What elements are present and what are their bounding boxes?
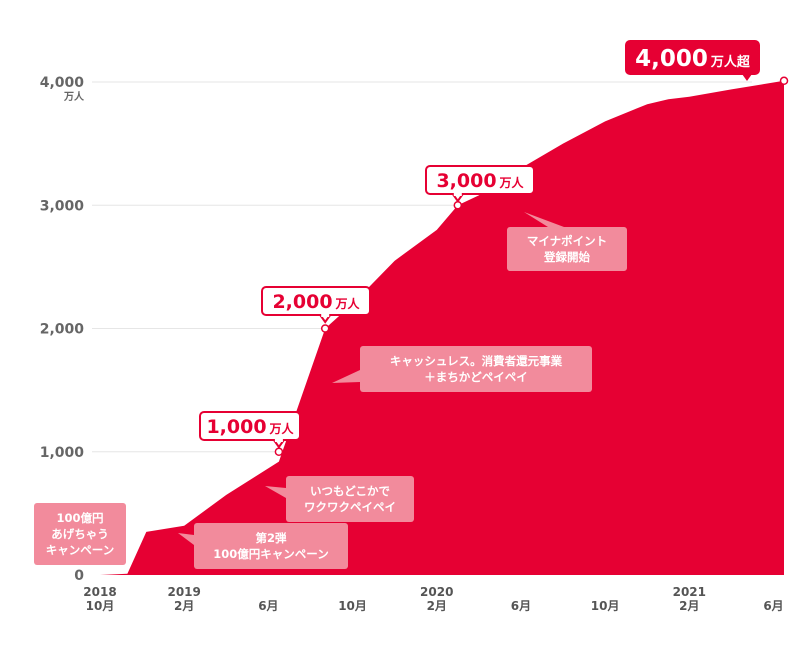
milestone-pointer-mask: [274, 438, 283, 442]
milestone-callout: 1,000 万人: [199, 411, 301, 456]
annotation-text: ワクワクペイペイ: [304, 500, 396, 514]
milestone-dot: [779, 76, 789, 86]
annotation-box: [34, 503, 126, 565]
milestone-number: 3,000: [436, 170, 496, 192]
milestones: 1,000 万人2,000 万人3,000 万人4,000 万人超: [199, 40, 789, 456]
milestone-callout: 3,000 万人: [425, 165, 535, 210]
milestone-label: 1,000 万人: [206, 416, 294, 438]
milestone-dot: [274, 447, 284, 456]
milestone-unit: 万人: [335, 296, 361, 311]
milestone-label: 4,000 万人超: [635, 46, 751, 72]
annotation-box: [507, 227, 627, 271]
x-tick-month: 2月: [427, 599, 447, 613]
x-tick-month: 6月: [763, 599, 783, 613]
annotation-pointer: [524, 212, 564, 227]
milestone-pointer: [742, 74, 752, 81]
milestone-number: 4,000: [635, 46, 708, 72]
x-tick-month: 6月: [511, 599, 531, 613]
x-tick-year: 2021: [673, 585, 706, 599]
x-tick-month: 10月: [338, 599, 367, 613]
x-tick-year: 2019: [167, 585, 200, 599]
annotation-text: 登録開始: [543, 250, 590, 264]
y-tick-label: 1,000: [40, 445, 85, 461]
area-series: [100, 80, 784, 576]
milestone-unit: 万人: [269, 421, 295, 436]
milestone-box: [261, 286, 371, 316]
annotation-box: [194, 523, 348, 569]
milestone-dot: [320, 324, 330, 333]
annotation-text: 100億円: [56, 511, 103, 525]
annotation-callout: キャッシュレス。消費者還元事業 ＋まちかどペイペイ: [332, 346, 592, 392]
milestone-unit: 万人: [499, 175, 525, 190]
y-unit-label: 万人: [63, 90, 85, 103]
y-tick-label: 0: [74, 568, 84, 584]
x-tick-month: 2月: [679, 599, 699, 613]
x-tick-month: 6月: [258, 599, 278, 613]
annotation-box: [360, 346, 592, 392]
milestone-pointer-mask: [453, 192, 462, 196]
milestone-label: 2,000 万人: [272, 291, 360, 313]
annotation-pointer: [178, 533, 194, 545]
annotation-callout: 第2弾 100億円キャンペーン: [178, 523, 348, 569]
x-tick-month: 2月: [174, 599, 194, 613]
annotation-text: あげちゃう: [51, 527, 109, 541]
annotation-box: [286, 476, 414, 522]
milestone-dot: [453, 201, 463, 210]
x-tick-year: 2020: [420, 585, 453, 599]
milestone-callout: 2,000 万人: [261, 286, 371, 333]
milestone-box: [425, 165, 535, 195]
milestone-callout: 4,000 万人超: [625, 40, 789, 86]
milestone-number: 1,000: [206, 416, 266, 438]
annotation-text: いつもどこかで: [310, 484, 390, 498]
y-tick-label: 2,000: [40, 322, 85, 338]
milestone-box: [199, 411, 301, 441]
milestone-number: 2,000: [272, 291, 332, 313]
annotation-text: 第2弾: [255, 531, 287, 545]
milestone-box: [625, 40, 760, 75]
area-fill: [100, 80, 784, 576]
milestone-label: 3,000 万人: [436, 170, 524, 192]
x-tick-month: 10月: [86, 599, 115, 613]
y-tick-label: 3,000: [40, 198, 85, 214]
milestone-pointer-mask: [321, 313, 330, 317]
y-tick-label: 4,000: [40, 75, 85, 91]
annotation-text: ＋まちかどペイペイ: [424, 370, 528, 384]
annotation-text: キャンペーン: [46, 543, 114, 557]
annotation-text: マイナポイント: [527, 234, 607, 248]
annotation-pointer: [265, 486, 286, 498]
annotation-text: 100億円キャンペーン: [213, 547, 328, 561]
annotation-text: キャッシュレス。消費者還元事業: [390, 354, 563, 368]
annotation-pointer: [332, 370, 360, 383]
x-tick-year: 2018: [83, 585, 116, 599]
milestone-unit: 万人超: [710, 54, 751, 70]
x-tick-month: 10月: [591, 599, 620, 613]
